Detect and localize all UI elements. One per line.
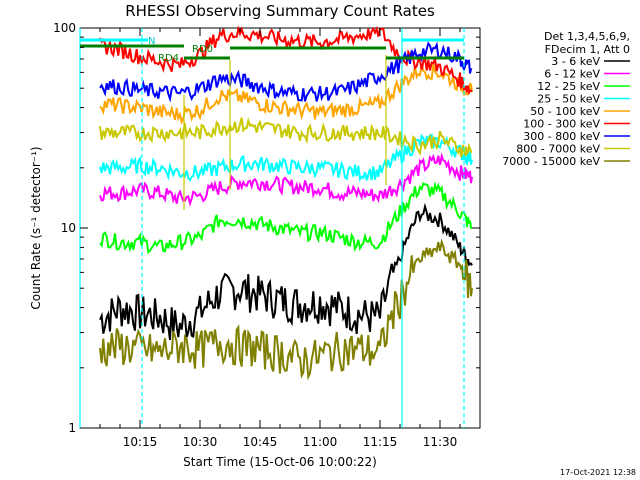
series-line xyxy=(99,152,473,207)
series-line xyxy=(99,238,473,381)
flag-annotation: RD4 xyxy=(158,53,179,64)
legend-label: 6 - 12 keV xyxy=(544,68,600,81)
x-tick-label: 11:00 xyxy=(303,435,338,449)
legend-label: 300 - 800 keV xyxy=(523,130,600,143)
y-axis-label: Count Rate (s⁻¹ detector⁻¹) xyxy=(29,146,43,309)
legend-header: FDecim 1, Att 0 xyxy=(545,43,630,56)
x-tick-label: 10:45 xyxy=(243,435,278,449)
y-tick-label: 100 xyxy=(53,21,76,35)
legend: Det 1,3,4,5,6,9,FDecim 1, Att 03 - 6 keV… xyxy=(502,30,630,168)
legend-label: 12 - 25 keV xyxy=(537,80,600,93)
y-tick-label: 10 xyxy=(61,221,76,235)
legend-label: 3 - 6 keV xyxy=(551,55,600,68)
x-axis-label: Start Time (15-Oct-06 10:00:22) xyxy=(183,455,377,469)
series-line xyxy=(99,133,473,182)
x-tick-label: 10:30 xyxy=(183,435,218,449)
legend-label: 25 - 50 keV xyxy=(537,93,600,106)
legend-label: 800 - 7000 keV xyxy=(516,143,600,156)
flag-annotation: RD0 xyxy=(192,44,213,55)
flag-annotation: N xyxy=(148,36,155,47)
legend-header: Det 1,3,4,5,6,9, xyxy=(544,30,630,43)
series-line xyxy=(99,63,473,125)
series-line xyxy=(99,25,473,96)
legend-label: 50 - 100 keV xyxy=(530,105,600,118)
series-line xyxy=(99,117,473,158)
x-tick-label: 11:15 xyxy=(363,435,398,449)
series-line xyxy=(99,202,473,341)
legend-label: 7000 - 15000 keV xyxy=(502,155,600,168)
series-line xyxy=(99,180,473,255)
chart-title: RHESSI Observing Summary Count Rates xyxy=(125,2,435,20)
y-tick-label: 1 xyxy=(68,421,76,435)
legend-label: 100 - 300 keV xyxy=(523,118,600,131)
x-tick-label: 10:15 xyxy=(123,435,158,449)
timestamp: 17-Oct-2021 12:38 xyxy=(560,468,636,477)
x-tick-label: 11:30 xyxy=(423,435,458,449)
